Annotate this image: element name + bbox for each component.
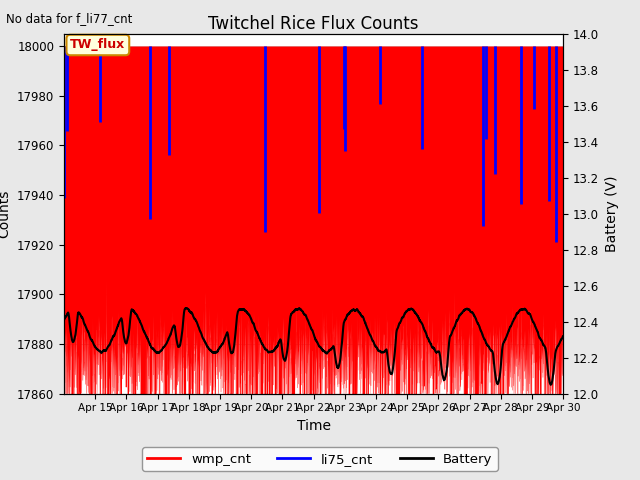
Legend: wmp_cnt, li75_cnt, Battery: wmp_cnt, li75_cnt, Battery <box>142 447 498 471</box>
X-axis label: Time: Time <box>296 419 331 433</box>
Text: TW_flux: TW_flux <box>70 38 125 51</box>
Title: Twitchel Rice Flux Counts: Twitchel Rice Flux Counts <box>209 15 419 34</box>
Text: No data for f_li77_cnt: No data for f_li77_cnt <box>6 12 132 25</box>
Y-axis label: Counts: Counts <box>0 190 12 238</box>
Y-axis label: Battery (V): Battery (V) <box>605 175 619 252</box>
